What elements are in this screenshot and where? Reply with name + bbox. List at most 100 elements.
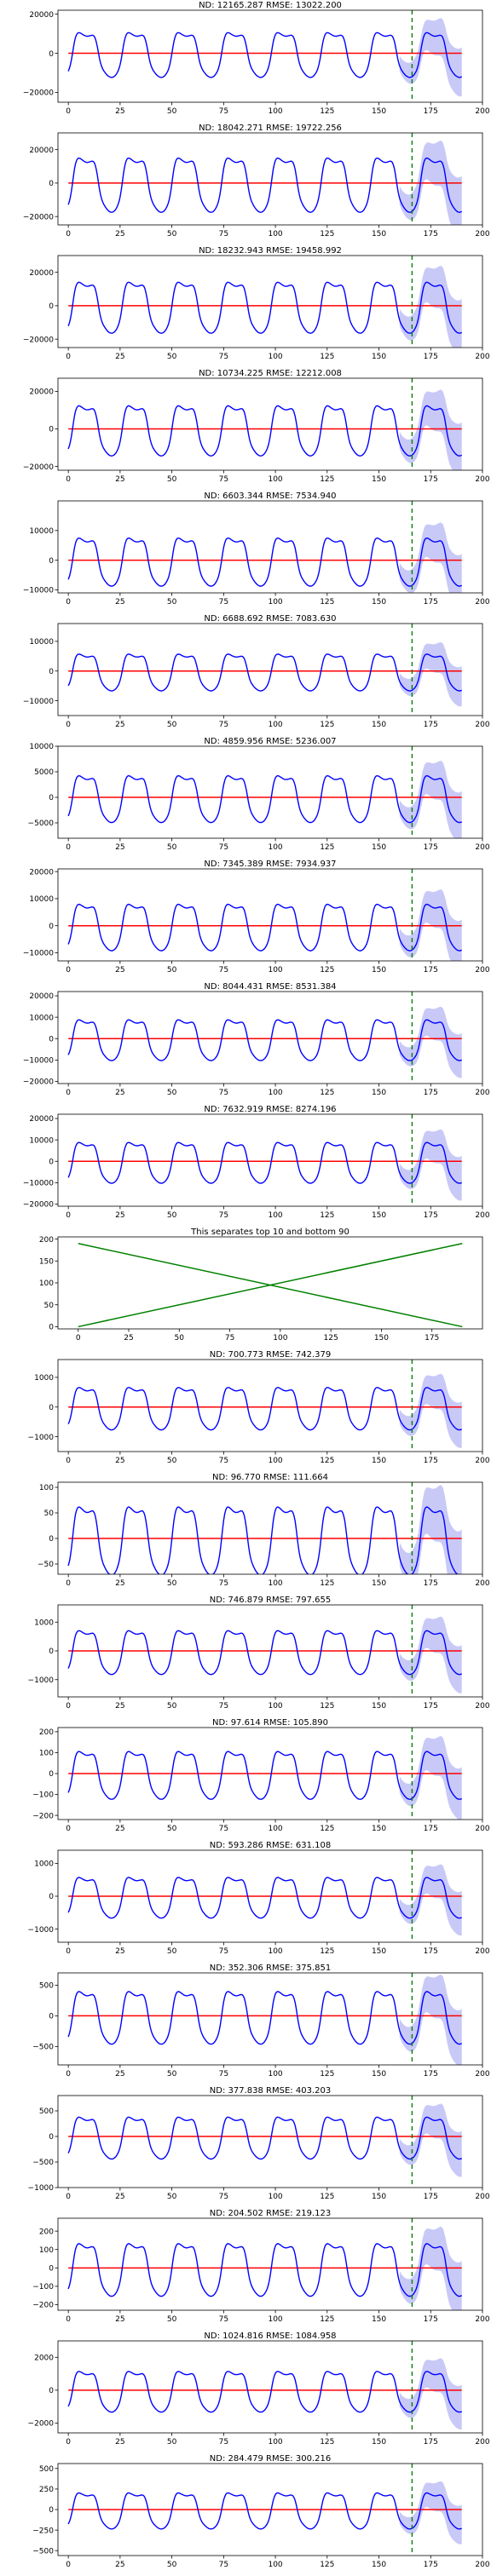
x-tick-label: 125	[320, 353, 334, 361]
y-tick-label: 0	[49, 794, 54, 802]
y-tick-label: 0	[49, 302, 54, 311]
actual-series-line	[67, 2243, 463, 2297]
y-tick-label: 20000	[29, 992, 54, 1001]
x-tick-label: 150	[372, 1089, 386, 1097]
x-tick-label: 175	[424, 1825, 438, 1833]
y-tick-label: 1000	[34, 1619, 54, 1627]
y-tick-label: 0	[49, 50, 54, 59]
y-tick-label: −10000	[23, 1057, 54, 1066]
actual-series-line	[67, 281, 463, 334]
x-tick-label: 200	[475, 475, 489, 484]
subplot-title: ND: 1024.816 RMSE: 1084.958	[204, 2332, 336, 2341]
x-tick-label: 0	[66, 2315, 71, 2324]
forecast-band	[399, 2226, 462, 2310]
x-tick-label: 75	[219, 843, 228, 852]
subplot-19: ND: 204.502 RMSE: 219.123 0 25 50 75 100 125 15…	[32, 2209, 490, 2324]
x-tick-label: 0	[66, 230, 71, 239]
x-tick-label: 200	[475, 230, 489, 239]
subplot-11: This separates top 10 and bottom 90 0 25 50…	[39, 1228, 483, 1343]
x-tick-label: 50	[167, 2070, 177, 2079]
axes-frame	[57, 1972, 483, 2066]
plot-area	[67, 2464, 462, 2556]
axes-frame	[57, 868, 483, 962]
y-tick-label: 0	[49, 1158, 54, 1166]
forecast-band	[399, 641, 462, 707]
x-tick-label: 175	[424, 230, 438, 239]
x-tick-label: 175	[424, 1211, 438, 1220]
y-tick-label: 10000	[29, 743, 54, 751]
y-tick-label: 1000	[34, 1374, 54, 1383]
x-tick-label: 200	[475, 1579, 489, 1588]
subplot-title: ND: 700.773 RMSE: 742.379	[210, 1350, 331, 1360]
x-tick-label: 100	[268, 2315, 282, 2324]
x-tick-label: 50	[167, 475, 177, 484]
x-tick-label: 0	[66, 1457, 71, 1465]
forecast-band	[399, 18, 462, 97]
x-tick-label: 100	[268, 1457, 282, 1465]
x-tick-label: 175	[424, 598, 438, 607]
x-tick-label: 200	[475, 2438, 489, 2447]
y-tick-label: 10000	[29, 638, 54, 647]
x-tick-label: 125	[320, 2438, 334, 2447]
y-tick-label: 100	[39, 2246, 54, 2255]
plot-area	[67, 10, 463, 102]
x-tick-label: 25	[115, 2315, 124, 2324]
axes-frame	[57, 1481, 483, 1575]
x-tick-label: 150	[372, 1947, 386, 1956]
plot-area	[67, 2218, 463, 2310]
y-tick-label: 2000	[34, 2354, 54, 2362]
x-tick-label: 175	[424, 2070, 438, 2079]
y-tick-label: −20000	[23, 463, 54, 472]
y-tick-label: 20000	[29, 1115, 54, 1124]
x-tick-label: 125	[324, 1334, 338, 1343]
subplot-15: ND: 97.614 RMSE: 105.890 0 25 50 75 100 125 150…	[32, 1718, 490, 1833]
x-tick-label: 25	[115, 598, 124, 607]
x-tick-label: 150	[372, 2438, 386, 2447]
subplot-title: ND: 204.502 RMSE: 219.123	[210, 2209, 331, 2218]
y-tick-label: 5000	[34, 768, 54, 777]
x-tick-label: 50	[167, 1457, 177, 1465]
x-tick-label: 0	[66, 2561, 71, 2569]
x-tick-label: 75	[219, 1579, 228, 1588]
plot-area	[67, 869, 463, 961]
y-tick-label: 0	[49, 1893, 54, 1901]
subplot-title: ND: 593.286 RMSE: 631.108	[210, 1841, 331, 1850]
x-tick-label: 125	[320, 721, 334, 729]
x-tick-label: 25	[115, 1089, 124, 1097]
y-tick-label: 50	[44, 1302, 55, 1310]
y-tick-label: 10000	[29, 1136, 54, 1145]
subplot-17: ND: 352.306 RMSE: 375.851 0 25 50 75 100 125 15…	[32, 1964, 490, 2079]
y-tick-label: 20000	[29, 269, 54, 278]
forecast-band	[399, 2481, 462, 2544]
x-tick-label: 75	[219, 1089, 228, 1097]
x-tick-label: 50	[167, 1211, 177, 1220]
actual-series-line	[67, 1019, 462, 1061]
subplot-title: ND: 18042.271 RMSE: 19722.256	[199, 124, 342, 133]
subplot-title: ND: 746.879 RMSE: 797.655	[210, 1596, 331, 1605]
x-tick-label: 200	[475, 598, 489, 607]
x-tick-label: 25	[115, 230, 124, 239]
forecast-band	[399, 1616, 462, 1693]
x-tick-label: 100	[268, 2193, 282, 2201]
x-tick-label: 25	[115, 1702, 124, 1711]
actual-series-line	[67, 653, 462, 692]
actual-series-line	[67, 1751, 463, 1800]
plot-area	[67, 1605, 463, 1697]
forecast-band	[399, 1006, 462, 1078]
y-tick-label: 0	[49, 426, 54, 434]
axes-frame	[57, 1113, 483, 1207]
x-tick-label: 150	[372, 843, 386, 852]
subplot-title: ND: 284.479 RMSE: 300.216	[210, 2454, 331, 2464]
axes-frame	[57, 745, 483, 839]
x-tick-label: 200	[475, 1702, 489, 1711]
forecast-band	[399, 760, 462, 838]
x-tick-label: 0	[66, 475, 71, 484]
subplot-14: ND: 746.879 RMSE: 797.655 0 25 50 75 100 125 15…	[28, 1596, 490, 1711]
x-tick-label: 150	[372, 598, 386, 607]
actual-series-line	[67, 2492, 462, 2530]
subplot-title: ND: 10734.225 RMSE: 12212.008	[199, 369, 342, 378]
x-tick-label: 100	[268, 230, 282, 239]
x-tick-label: 75	[219, 2193, 228, 2201]
y-tick-label: −2000	[28, 2420, 55, 2429]
x-tick-label: 0	[76, 1334, 81, 1343]
